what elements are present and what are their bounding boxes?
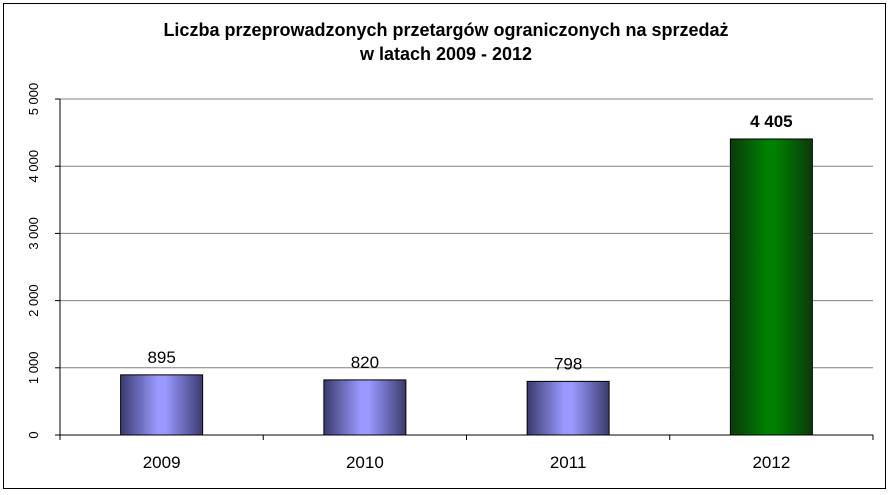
y-tick-label: 5 000 xyxy=(26,83,41,116)
chart-title: Liczba przeprowadzonych przetargów ogran… xyxy=(0,18,892,66)
x-tick-label-2010: 2010 xyxy=(346,453,384,472)
data-label-2011: 798 xyxy=(554,354,582,373)
data-label-2010: 820 xyxy=(351,353,379,372)
y-tick-label: 0 xyxy=(26,431,41,438)
y-tick-label: 3 000 xyxy=(26,217,41,250)
bar-2012 xyxy=(729,138,813,436)
chart-title-line-1: Liczba przeprowadzonych przetargów ogran… xyxy=(163,20,729,40)
x-tick-label-2012: 2012 xyxy=(752,453,790,472)
data-label-2009: 895 xyxy=(147,348,175,367)
chart-title-line-2: w latach 2009 - 2012 xyxy=(359,44,533,64)
y-tick-label: 1 000 xyxy=(26,352,41,385)
y-tick-label: 2 000 xyxy=(26,284,41,317)
data-label-2012: 4 405 xyxy=(750,112,793,131)
x-tick-label-2011: 2011 xyxy=(550,453,587,472)
y-tick-label: 4 000 xyxy=(26,150,41,183)
bar-2009 xyxy=(120,374,204,436)
bar-2011 xyxy=(526,380,610,436)
x-tick-label-2009: 2009 xyxy=(143,453,181,472)
bar-2010 xyxy=(323,379,407,436)
